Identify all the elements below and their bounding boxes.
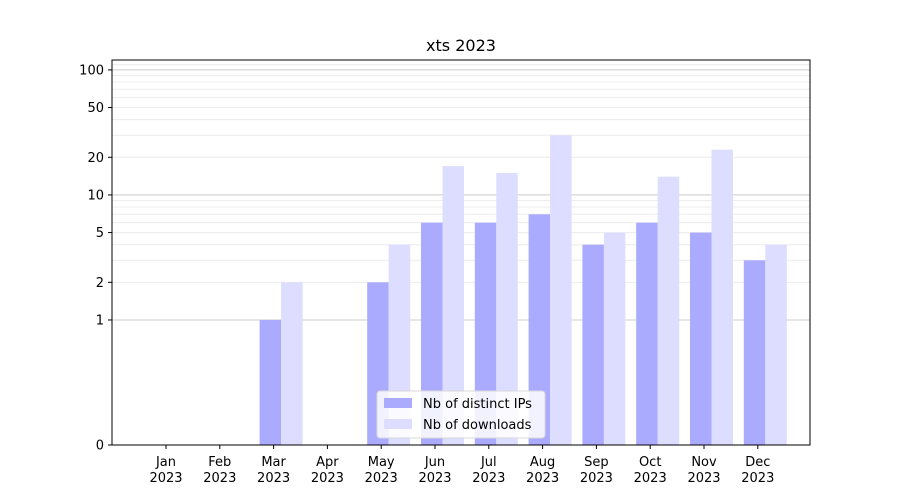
x-tick-label-month: Jul — [480, 455, 497, 470]
x-tick-label-year: 2023 — [687, 471, 720, 486]
bar-distinct-ips — [474, 222, 497, 445]
bar-distinct-ips — [690, 232, 712, 445]
x-tick-label-year: 2023 — [741, 471, 774, 486]
x-tick-label-month: Jun — [424, 455, 445, 470]
x-tick-label-year: 2023 — [365, 471, 398, 486]
bar-distinct-ips — [636, 222, 658, 445]
y-tick-label: 10 — [87, 188, 104, 203]
legend-label: Nb of distinct IPs — [423, 397, 532, 412]
legend: Nb of distinct IPs Nb of downloads — [376, 390, 546, 439]
x-tick-label-month: Apr — [316, 455, 339, 470]
y-tick-label: 100 — [79, 63, 104, 78]
x-tick-label-month: Feb — [208, 455, 231, 470]
bar-distinct-ips — [259, 319, 282, 445]
x-tick-label-month: Aug — [530, 455, 555, 470]
x-tick-label-month: Mar — [261, 455, 286, 470]
x-tick-label-year: 2023 — [472, 471, 505, 486]
bar-downloads — [550, 135, 572, 445]
y-tick-label: 5 — [96, 226, 104, 241]
y-tick-label: 50 — [87, 101, 104, 116]
x-tick-label-year: 2023 — [149, 471, 182, 486]
x-tick-label-month: Dec — [745, 455, 770, 470]
y-tick-label: 1 — [96, 313, 104, 328]
legend-box — [376, 390, 546, 439]
y-tick-label: 20 — [87, 151, 104, 166]
chart-title: xts 2023 — [426, 36, 496, 55]
legend-swatch — [384, 398, 412, 408]
x-tick-label-month: Nov — [691, 455, 717, 470]
bar-downloads — [657, 176, 680, 445]
x-tick-label-year: 2023 — [203, 471, 236, 486]
y-axis: 0 1 2 5 10 20 50 100 — [79, 63, 112, 454]
x-tick-label-year: 2023 — [634, 471, 667, 486]
axes-frame — [111, 59, 811, 446]
bar-downloads — [603, 232, 626, 445]
bar-distinct-ips — [582, 244, 604, 445]
bar-downloads — [496, 172, 518, 445]
x-tick-label-year: 2023 — [580, 471, 613, 486]
y-tick-label: 0 — [96, 439, 104, 454]
bar-downloads — [281, 282, 303, 445]
y-tick-label: 2 — [96, 276, 104, 291]
x-tick-label-year: 2023 — [418, 471, 451, 486]
bar-distinct-ips — [528, 214, 551, 445]
bar-distinct-ips — [743, 260, 766, 445]
bar-downloads — [442, 166, 464, 445]
x-tick-label-month: May — [368, 455, 395, 470]
x-tick-label-year: 2023 — [257, 471, 290, 486]
x-axis: Jan2023Feb2023Mar2023Apr2023May2023Jun20… — [149, 445, 774, 486]
x-tick-label-month: Sep — [584, 455, 609, 470]
legend-label: Nb of downloads — [423, 418, 532, 433]
x-tick-label-year: 2023 — [526, 471, 559, 486]
bar-downloads — [711, 149, 733, 446]
bar-downloads — [765, 244, 787, 445]
x-tick-label-year: 2023 — [311, 471, 344, 486]
legend-swatch — [384, 419, 412, 429]
x-tick-label-month: Jan — [155, 455, 176, 470]
x-tick-label-month: Oct — [639, 455, 661, 470]
bar-distinct-ips — [421, 222, 443, 445]
